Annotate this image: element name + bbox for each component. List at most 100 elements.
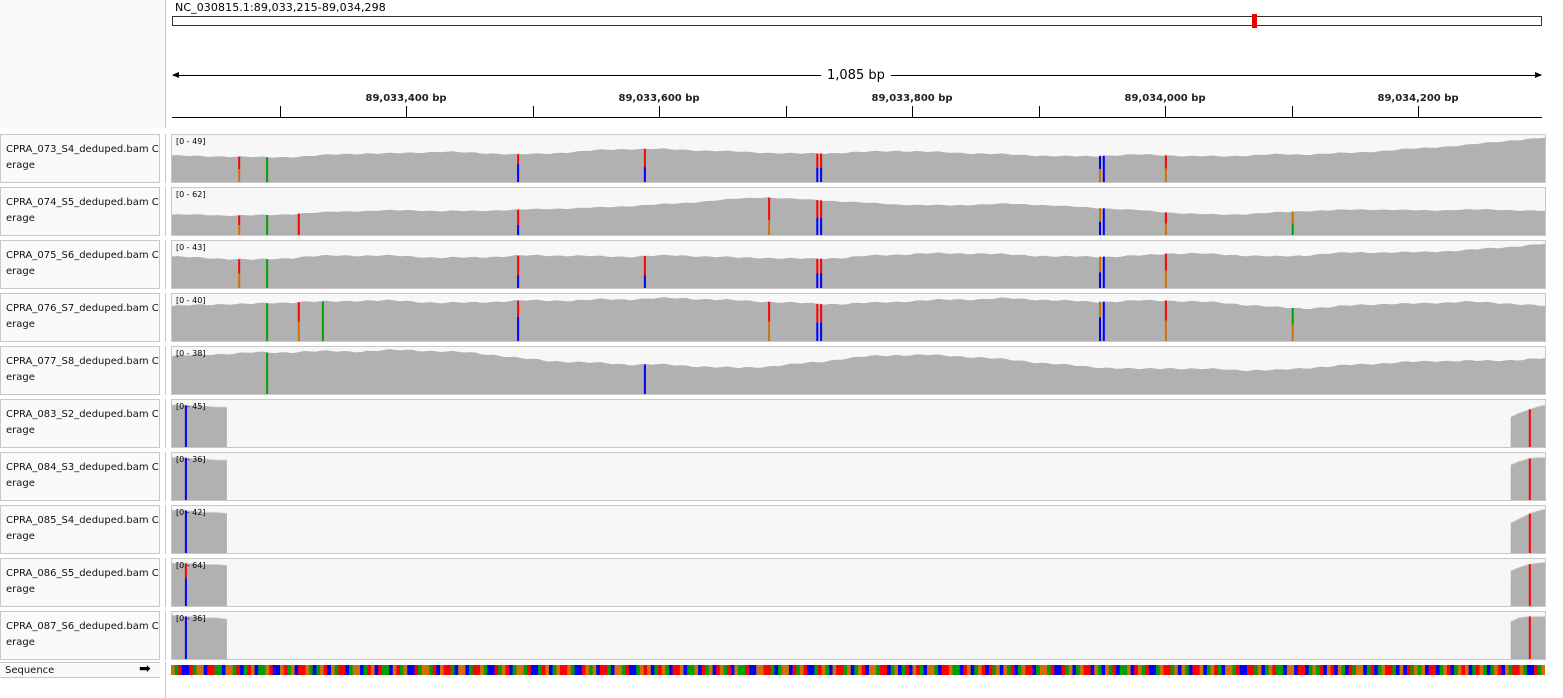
variant-bar-A[interactable] xyxy=(266,352,269,394)
track-name-panel[interactable]: CPRA_076_S7_deduped.bam Coverage xyxy=(0,293,160,342)
variant-bar-A[interactable] xyxy=(266,303,269,341)
variant-bar-C[interactable] xyxy=(643,167,646,182)
variant-bar-T[interactable] xyxy=(1164,253,1167,271)
variant-bar-G[interactable] xyxy=(1164,168,1167,182)
variant-bar-A[interactable] xyxy=(321,301,324,341)
variant-bar-T[interactable] xyxy=(297,302,300,322)
variant-bar-T[interactable] xyxy=(820,200,823,218)
track-name-panel[interactable]: CPRA_073_S4_deduped.bam Coverage xyxy=(0,134,160,183)
variant-bar-T[interactable] xyxy=(517,154,520,164)
track-name-panel[interactable]: CPRA_085_S4_deduped.bam Coverage xyxy=(0,505,160,554)
variant-bar-A[interactable] xyxy=(266,215,269,235)
track-name-panel[interactable]: CPRA_087_S6_deduped.bam Coverage xyxy=(0,611,160,660)
variant-bar-C[interactable] xyxy=(517,224,520,235)
variant-bar-C[interactable] xyxy=(1099,155,1101,169)
variant-bar-C[interactable] xyxy=(517,275,520,288)
variant-bar-T[interactable] xyxy=(820,153,823,168)
variant-bar-T[interactable] xyxy=(1164,300,1167,321)
variant-bar-T[interactable] xyxy=(820,303,823,323)
coverage-track[interactable]: [0 - 64] xyxy=(171,558,1546,607)
coverage-track[interactable]: [0 - 49] xyxy=(171,134,1546,183)
strand-arrow-icon[interactable]: ➡ xyxy=(139,661,151,677)
variant-bar-G[interactable] xyxy=(768,220,771,235)
track-name-panel[interactable]: CPRA_086_S5_deduped.bam Coverage xyxy=(0,558,160,607)
variant-bar-G[interactable] xyxy=(238,273,241,288)
coverage-track[interactable]: [0 - 45] xyxy=(171,399,1546,448)
variant-bar-G[interactable] xyxy=(1164,320,1167,341)
variant-bar-T[interactable] xyxy=(1528,409,1531,447)
variant-bar-G[interactable] xyxy=(1164,223,1167,235)
variant-bar-C[interactable] xyxy=(184,405,187,447)
variant-bar-C[interactable] xyxy=(1102,301,1105,341)
variant-bar-T[interactable] xyxy=(517,255,520,276)
variant-bar-G[interactable] xyxy=(297,321,300,342)
variant-bar-G[interactable] xyxy=(1291,211,1294,224)
coverage-track[interactable]: [0 - 43] xyxy=(171,240,1546,289)
variant-bar-G[interactable] xyxy=(1291,324,1294,342)
variant-bar-T[interactable] xyxy=(1528,513,1531,553)
variant-bar-T[interactable] xyxy=(1164,155,1167,169)
variant-bar-C[interactable] xyxy=(820,167,823,182)
coverage-track[interactable]: [0 - 38] xyxy=(171,346,1546,395)
variant-bar-T[interactable] xyxy=(517,300,520,317)
variant-bar-T[interactable] xyxy=(1528,616,1531,660)
coverage-track[interactable]: [0 - 36] xyxy=(171,452,1546,501)
variant-bar-T[interactable] xyxy=(1528,458,1531,501)
variant-bar-G[interactable] xyxy=(1099,256,1101,273)
variant-bar-T[interactable] xyxy=(643,256,646,276)
variant-bar-T[interactable] xyxy=(816,303,819,323)
variant-bar-C[interactable] xyxy=(643,364,646,394)
coverage-track[interactable]: [0 - 42] xyxy=(171,505,1546,554)
variant-bar-C[interactable] xyxy=(820,322,823,341)
coverage-track[interactable]: [0 - 62] xyxy=(171,187,1546,236)
chromosome-ideogram[interactable] xyxy=(172,14,1542,28)
variant-bar-C[interactable] xyxy=(816,217,819,235)
variant-bar-C[interactable] xyxy=(816,322,819,341)
variant-bar-G[interactable] xyxy=(1164,270,1167,288)
variant-bar-T[interactable] xyxy=(816,153,819,168)
variant-bar-T[interactable] xyxy=(643,148,646,168)
variant-bar-G[interactable] xyxy=(1099,301,1101,318)
variant-bar-G[interactable] xyxy=(238,169,241,182)
variant-bar-G[interactable] xyxy=(768,321,771,341)
variant-bar-T[interactable] xyxy=(768,301,771,322)
variant-bar-T[interactable] xyxy=(238,215,241,226)
variant-bar-T[interactable] xyxy=(1528,564,1531,606)
variant-bar-C[interactable] xyxy=(820,273,823,288)
variant-bar-T[interactable] xyxy=(816,258,819,274)
track-name-panel[interactable]: CPRA_077_S8_deduped.bam Coverage xyxy=(0,346,160,395)
variant-bar-C[interactable] xyxy=(184,510,187,553)
variant-bar-T[interactable] xyxy=(1164,212,1167,224)
variant-bar-A[interactable] xyxy=(266,259,269,288)
variant-bar-G[interactable] xyxy=(238,225,241,235)
variant-bar-T[interactable] xyxy=(820,258,823,274)
variant-bar-T[interactable] xyxy=(768,197,771,221)
panel-divider[interactable] xyxy=(165,0,166,128)
variant-bar-C[interactable] xyxy=(184,578,187,606)
variant-bar-A[interactable] xyxy=(266,157,269,182)
variant-bar-C[interactable] xyxy=(1099,272,1101,288)
variant-bar-A[interactable] xyxy=(1291,308,1294,325)
variant-bar-T[interactable] xyxy=(297,213,300,235)
variant-bar-C[interactable] xyxy=(184,616,187,660)
coverage-track[interactable]: [0 - 36] xyxy=(171,611,1546,660)
track-name-panel[interactable]: CPRA_074_S5_deduped.bam Coverage xyxy=(0,187,160,236)
variant-bar-C[interactable] xyxy=(1102,208,1105,235)
variant-bar-C[interactable] xyxy=(184,457,187,500)
variant-bar-T[interactable] xyxy=(816,200,819,218)
variant-bar-C[interactable] xyxy=(816,273,819,288)
variant-bar-C[interactable] xyxy=(1099,317,1101,341)
track-name-panel[interactable]: CPRA_084_S3_deduped.bam Coverage xyxy=(0,452,160,501)
variant-bar-C[interactable] xyxy=(1102,256,1105,288)
coverage-track[interactable]: [0 - 40] xyxy=(171,293,1546,342)
variant-bar-C[interactable] xyxy=(816,167,819,182)
track-name-panel[interactable]: CPRA_083_S2_deduped.bam Coverage xyxy=(0,399,160,448)
variant-bar-G[interactable] xyxy=(1099,168,1101,182)
variant-bar-C[interactable] xyxy=(643,275,646,288)
track-name-sequence[interactable]: Sequence ➡ xyxy=(0,661,160,678)
variant-bar-T[interactable] xyxy=(517,209,520,225)
variant-bar-C[interactable] xyxy=(1099,221,1101,235)
variant-bar-A[interactable] xyxy=(1291,223,1294,235)
variant-bar-T[interactable] xyxy=(184,563,187,579)
variant-bar-G[interactable] xyxy=(1099,208,1101,222)
